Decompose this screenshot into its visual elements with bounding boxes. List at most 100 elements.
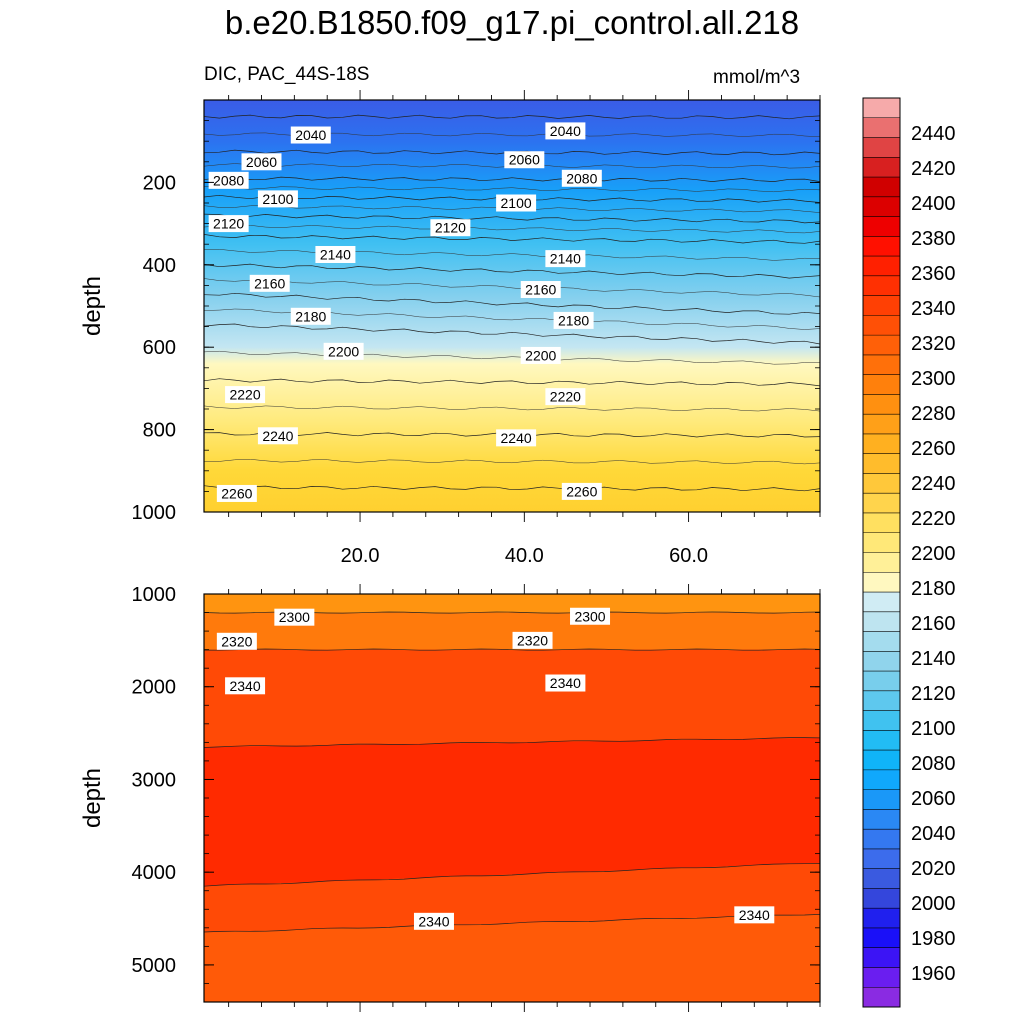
contour-label-box — [315, 246, 356, 263]
colorbar-label: 2060 — [911, 788, 956, 810]
colorbar-label: 2280 — [911, 403, 956, 425]
colorbar-label: 2220 — [911, 508, 956, 530]
colorbar-swatch — [863, 809, 900, 830]
contour-label: 2240 — [262, 428, 293, 444]
colorbar-swatch — [863, 967, 900, 988]
x-tick-label: 60.0 — [669, 545, 708, 567]
y-tick-label: 3000 — [132, 769, 177, 791]
contour-label-box — [545, 250, 586, 268]
contour-label: 2100 — [262, 191, 293, 207]
colorbar-swatch — [863, 374, 900, 395]
contour-label-box — [323, 342, 364, 360]
contour-label-box — [561, 169, 602, 187]
contour-label: 2120 — [435, 220, 466, 236]
contour-label-box — [561, 482, 602, 500]
contour-line — [203, 737, 821, 748]
colorbar: 1960 1980 2000 2020 2040 2060 2080 2100 2120 2140… — [862, 97, 956, 1008]
colorbar-swatch — [863, 592, 900, 613]
chart-title: b.e20.B1850.f09_g17.pi_control.all.218 — [224, 4, 800, 41]
contour-label-box — [225, 677, 266, 695]
contour-line — [203, 323, 821, 345]
contour-line-minor — [203, 459, 821, 465]
colorbar-swatch — [863, 730, 900, 751]
contour-line — [203, 234, 821, 244]
colorbar-swatch — [863, 888, 900, 909]
contour-label-box — [430, 219, 471, 237]
contour-label: 2220 — [229, 387, 260, 403]
contour-label: 2060 — [509, 152, 540, 168]
contour-label-box — [216, 632, 257, 650]
contour-label: 2320 — [517, 632, 548, 648]
y-tick-label: 1000 — [132, 584, 177, 606]
colorbar-swatch — [863, 236, 900, 257]
colorbar-swatch — [863, 493, 900, 514]
contour-label: 2180 — [295, 308, 326, 324]
contour-label-box — [520, 281, 561, 299]
contour-label: 2140 — [320, 247, 351, 263]
colorbar-swatch — [863, 789, 900, 810]
contour-line — [203, 176, 821, 182]
colorbar-swatch — [863, 631, 900, 652]
colorbar-label: 2100 — [911, 718, 956, 740]
filled-band — [204, 594, 820, 613]
contour-label-box — [545, 122, 586, 140]
contour-line — [203, 863, 821, 887]
filled-band — [204, 612, 820, 650]
contour-label-box — [413, 912, 454, 930]
colorbar-swatch — [863, 275, 900, 297]
contour-label: 2300 — [279, 609, 310, 625]
contour-label: 2040 — [550, 123, 581, 139]
units-label: mmol/m^3 — [713, 67, 801, 88]
colorbar-swatch — [863, 196, 900, 218]
y-tick-label: 400 — [143, 255, 176, 277]
colorbar-label: 1960 — [911, 963, 956, 985]
colorbar-swatch — [863, 611, 900, 633]
colorbar-label: 2340 — [911, 298, 956, 320]
contour-line — [203, 263, 821, 279]
contour-label: 2340 — [550, 675, 581, 691]
y-axis-title: depth — [79, 768, 106, 828]
contour-label: 2340 — [229, 678, 260, 694]
colorbar-label: 2300 — [911, 368, 956, 390]
contour-line — [203, 292, 821, 315]
contour-line-minor — [203, 249, 821, 261]
colorbar-swatch — [863, 414, 900, 435]
colorbar-label: 2080 — [911, 753, 956, 775]
y-tick-label: 200 — [143, 172, 176, 194]
colorbar-swatch — [863, 433, 900, 455]
contour-label-box — [290, 126, 331, 144]
contour-label-box — [504, 151, 545, 169]
contour-label-box — [241, 153, 282, 171]
contour-label: 2260 — [566, 483, 597, 499]
colorbar-swatch — [863, 216, 900, 237]
contour-label: 2200 — [328, 343, 359, 359]
colorbar-label: 2140 — [911, 648, 956, 670]
colorbar-label: 2360 — [911, 263, 956, 285]
y-tick-label: 2000 — [132, 677, 177, 699]
colorbar-label: 2000 — [911, 893, 956, 915]
colorbar-swatch — [863, 690, 900, 712]
contour-label: 2160 — [525, 282, 556, 298]
y-tick-label: 5000 — [132, 955, 177, 977]
contour-label: 2180 — [558, 312, 589, 328]
variable-region-label: DIC, PAC_44S-18S — [204, 64, 370, 85]
colorbar-swatch — [863, 512, 900, 534]
colorbar-swatch — [863, 927, 900, 949]
colorbar-swatch — [863, 137, 900, 158]
contour-label: 2340 — [739, 907, 770, 923]
colorbar-label: 2440 — [911, 123, 956, 145]
colorbar-swatch — [863, 532, 900, 553]
colorbar-label: 2020 — [911, 858, 956, 880]
contour-label-box — [208, 215, 249, 233]
contour-line-minor — [203, 278, 821, 298]
colorbar-label: 2260 — [911, 438, 956, 460]
colorbar-label: 2320 — [911, 333, 956, 355]
contour-label: 2100 — [501, 195, 532, 211]
contour-label: 2260 — [221, 485, 252, 501]
colorbar-swatch — [863, 947, 900, 968]
contour-label: 2320 — [221, 633, 252, 649]
colorbar-swatch — [863, 315, 900, 336]
colorbar-swatch — [863, 98, 900, 119]
contour-label-box — [225, 386, 266, 404]
colorbar-swatch — [863, 769, 900, 791]
